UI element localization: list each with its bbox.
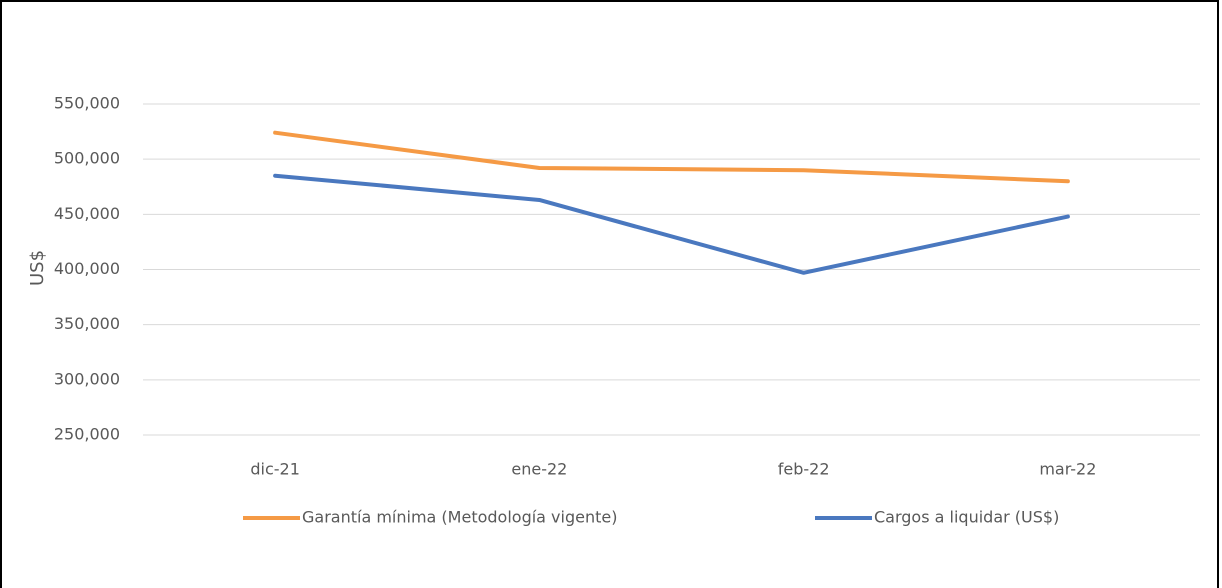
x-tick-label: ene-22 <box>511 460 567 479</box>
line-series <box>273 130 1070 184</box>
line-series <box>273 173 1070 275</box>
legend-label: Cargos a liquidar (US$) <box>874 508 1059 527</box>
y-axis-label: US$ <box>27 250 48 286</box>
x-tick-label: mar-22 <box>1039 460 1096 479</box>
x-tick-label: dic-21 <box>250 460 300 479</box>
y-tick-label: 350,000 <box>54 314 120 333</box>
x-tick-label: feb-22 <box>778 460 830 479</box>
y-tick-label: 250,000 <box>54 425 120 444</box>
y-tick-label: 550,000 <box>54 94 120 113</box>
legend-label: Garantía mínima (Metodología vigente) <box>302 508 617 527</box>
y-tick-label: 450,000 <box>54 204 120 223</box>
y-tick-label: 500,000 <box>54 149 120 168</box>
y-tick-label: 400,000 <box>54 259 120 278</box>
y-tick-label: 300,000 <box>54 369 120 388</box>
